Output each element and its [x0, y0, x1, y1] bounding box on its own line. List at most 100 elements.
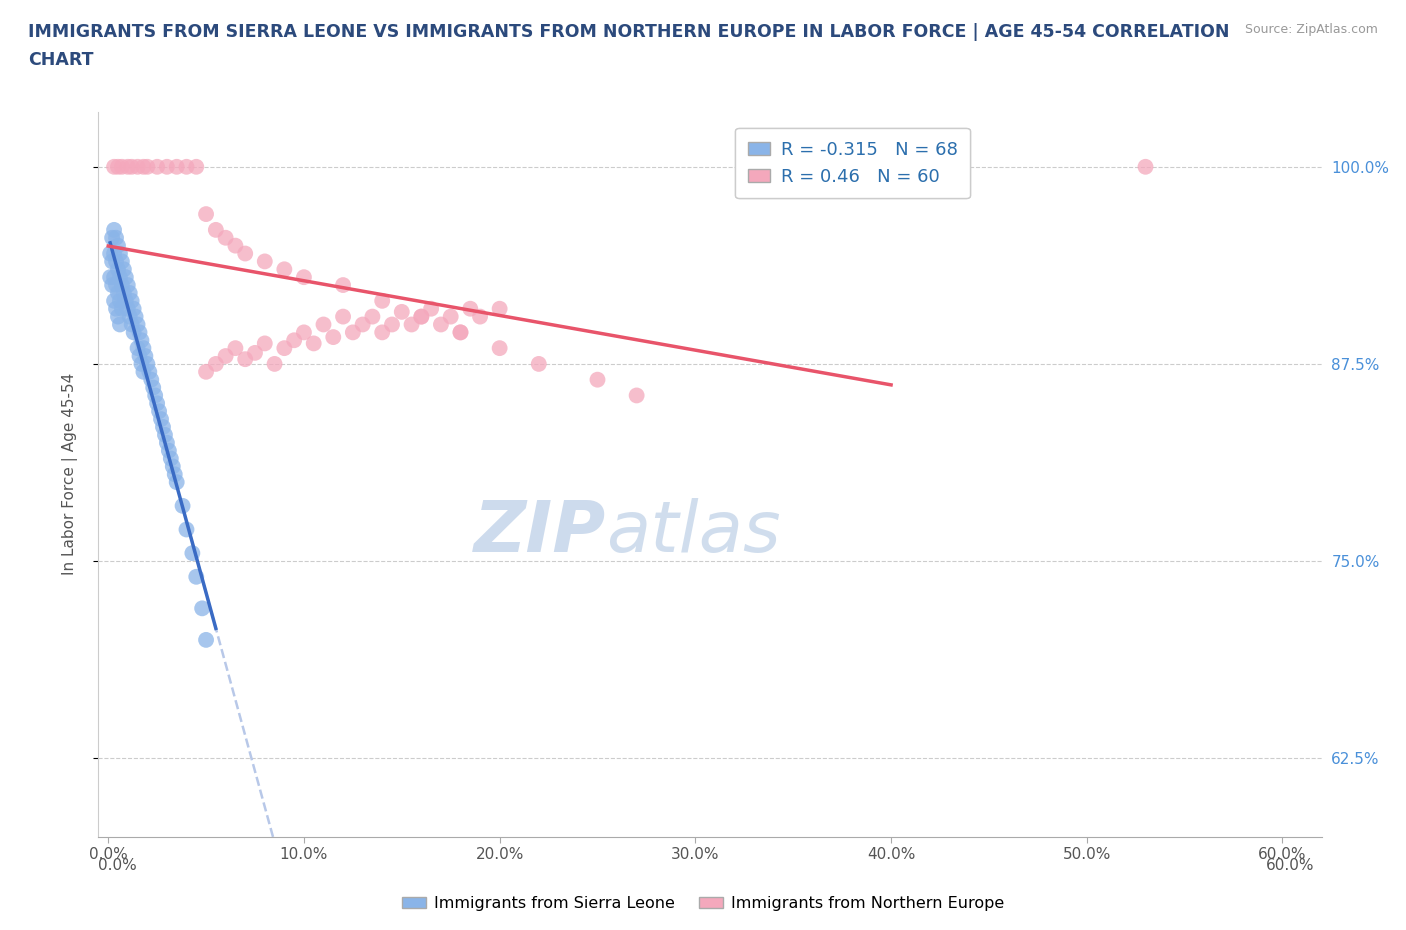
Immigrants from Northern Europe	[401, 317, 423, 332]
Immigrants from Northern Europe	[205, 356, 228, 371]
Immigrants from Northern Europe	[420, 301, 443, 316]
Text: 60.0%: 60.0%	[1267, 857, 1315, 872]
Immigrants from Sierra Leone	[160, 451, 183, 466]
Immigrants from Sierra Leone	[117, 278, 139, 293]
Immigrants from Sierra Leone	[108, 246, 131, 261]
Immigrants from Northern Europe	[371, 293, 394, 308]
Immigrants from Sierra Leone	[117, 301, 139, 316]
Immigrants from Sierra Leone	[141, 372, 163, 387]
Immigrants from Northern Europe	[127, 159, 149, 174]
Immigrants from Sierra Leone	[150, 412, 173, 427]
Immigrants from Sierra Leone	[163, 467, 186, 482]
Immigrants from Northern Europe	[107, 159, 129, 174]
Immigrants from Northern Europe	[292, 270, 315, 285]
Immigrants from Sierra Leone	[103, 293, 125, 308]
Immigrants from Sierra Leone	[191, 601, 214, 616]
Immigrants from Sierra Leone	[127, 317, 149, 332]
Immigrants from Sierra Leone	[103, 222, 125, 237]
Immigrants from Sierra Leone	[108, 317, 131, 332]
Immigrants from Northern Europe	[146, 159, 169, 174]
Immigrants from Sierra Leone	[105, 254, 128, 269]
Immigrants from Sierra Leone	[176, 522, 198, 537]
Immigrants from Northern Europe	[488, 301, 510, 316]
Immigrants from Northern Europe	[391, 304, 413, 319]
Immigrants from Sierra Leone	[142, 380, 165, 395]
Immigrants from Sierra Leone	[101, 254, 124, 269]
Immigrants from Sierra Leone	[148, 404, 170, 418]
Immigrants from Northern Europe	[352, 317, 374, 332]
Immigrants from Sierra Leone	[108, 270, 131, 285]
Immigrants from Sierra Leone	[132, 365, 155, 379]
Immigrants from Northern Europe	[253, 336, 276, 351]
Immigrants from Sierra Leone	[124, 309, 146, 324]
Immigrants from Sierra Leone	[105, 301, 128, 316]
Immigrants from Sierra Leone	[103, 270, 125, 285]
Immigrants from Sierra Leone	[122, 301, 145, 316]
Immigrants from Sierra Leone	[98, 246, 121, 261]
Immigrants from Northern Europe	[626, 388, 648, 403]
Immigrants from Northern Europe	[166, 159, 188, 174]
Immigrants from Northern Europe	[440, 309, 463, 324]
Legend: Immigrants from Sierra Leone, Immigrants from Northern Europe: Immigrants from Sierra Leone, Immigrants…	[395, 890, 1011, 917]
Immigrants from Sierra Leone	[152, 419, 174, 434]
Immigrants from Northern Europe	[243, 345, 266, 360]
Immigrants from Northern Europe	[117, 159, 139, 174]
Immigrants from Sierra Leone	[134, 349, 156, 364]
Immigrants from Northern Europe	[205, 222, 228, 237]
Immigrants from Sierra Leone	[195, 632, 218, 647]
Immigrants from Northern Europe	[586, 372, 609, 387]
Immigrants from Sierra Leone	[181, 546, 204, 561]
Immigrants from Sierra Leone	[166, 474, 188, 489]
Immigrants from Northern Europe	[233, 246, 256, 261]
Immigrants from Sierra Leone	[127, 340, 149, 355]
Immigrants from Sierra Leone	[136, 356, 159, 371]
Immigrants from Sierra Leone	[157, 444, 180, 458]
Legend: R = -0.315   N = 68, R = 0.46   N = 60: R = -0.315 N = 68, R = 0.46 N = 60	[735, 128, 970, 198]
Immigrants from Sierra Leone	[101, 231, 124, 246]
Immigrants from Northern Europe	[253, 254, 276, 269]
Immigrants from Sierra Leone	[128, 325, 150, 339]
Text: ZIP: ZIP	[474, 498, 606, 566]
Immigrants from Northern Europe	[111, 159, 134, 174]
Immigrants from Northern Europe	[132, 159, 155, 174]
Immigrants from Sierra Leone	[112, 262, 135, 277]
Immigrants from Northern Europe	[527, 356, 550, 371]
Immigrants from Northern Europe	[103, 159, 125, 174]
Immigrants from Northern Europe	[121, 159, 143, 174]
Immigrants from Northern Europe	[371, 325, 394, 339]
Immigrants from Sierra Leone	[153, 428, 176, 443]
Immigrants from Northern Europe	[381, 317, 404, 332]
Immigrants from Northern Europe	[411, 309, 433, 324]
Immigrants from Northern Europe	[488, 340, 510, 355]
Immigrants from Sierra Leone	[98, 270, 121, 285]
Immigrants from Northern Europe	[136, 159, 159, 174]
Immigrants from Northern Europe	[468, 309, 491, 324]
Immigrants from Northern Europe	[458, 301, 481, 316]
Immigrants from Sierra Leone	[162, 459, 184, 474]
Immigrants from Northern Europe	[186, 159, 208, 174]
Immigrants from Sierra Leone	[108, 293, 131, 308]
Immigrants from Sierra Leone	[146, 396, 169, 411]
Immigrants from Sierra Leone	[131, 356, 153, 371]
Immigrants from Sierra Leone	[118, 309, 141, 324]
Immigrants from Sierra Leone	[101, 278, 124, 293]
Immigrants from Northern Europe	[283, 333, 305, 348]
Immigrants from Northern Europe	[312, 317, 335, 332]
Immigrants from Sierra Leone	[105, 231, 128, 246]
Immigrants from Northern Europe	[214, 349, 236, 364]
Text: CHART: CHART	[28, 51, 94, 69]
Immigrants from Sierra Leone	[107, 238, 129, 253]
Immigrants from Sierra Leone	[107, 262, 129, 277]
Immigrants from Northern Europe	[195, 206, 218, 221]
Immigrants from Northern Europe	[263, 356, 285, 371]
Immigrants from Sierra Leone	[122, 325, 145, 339]
Immigrants from Northern Europe	[342, 325, 364, 339]
Immigrants from Sierra Leone	[131, 333, 153, 348]
Text: Source: ZipAtlas.com: Source: ZipAtlas.com	[1244, 23, 1378, 36]
Immigrants from Sierra Leone	[128, 349, 150, 364]
Immigrants from Sierra Leone	[186, 569, 208, 584]
Text: IMMIGRANTS FROM SIERRA LEONE VS IMMIGRANTS FROM NORTHERN EUROPE IN LABOR FORCE |: IMMIGRANTS FROM SIERRA LEONE VS IMMIGRAN…	[28, 23, 1230, 41]
Immigrants from Northern Europe	[176, 159, 198, 174]
Immigrants from Sierra Leone	[121, 293, 143, 308]
Immigrants from Northern Europe	[1135, 159, 1157, 174]
